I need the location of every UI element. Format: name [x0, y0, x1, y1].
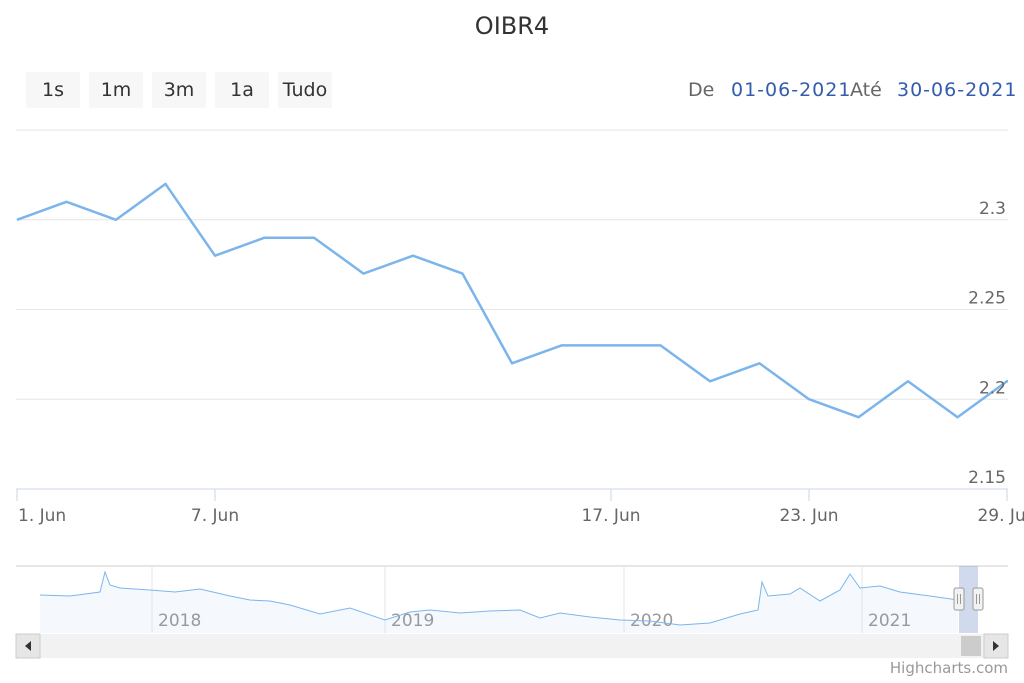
y-tick-label: 2.3: [979, 199, 1006, 219]
range-button-1m[interactable]: 1m: [89, 72, 143, 108]
range-button-1a[interactable]: 1a: [215, 72, 269, 108]
data-point[interactable]: [262, 235, 268, 241]
navigator-area: [40, 572, 958, 633]
x-tick-label: 29. Jun: [977, 506, 1024, 526]
data-point[interactable]: [509, 360, 515, 366]
data-point[interactable]: [955, 414, 961, 420]
data-point[interactable]: [14, 217, 20, 223]
arrow-left-glyph: [25, 641, 31, 651]
data-point[interactable]: [707, 378, 713, 384]
x-tick-label: 7. Jun: [191, 506, 239, 526]
data-point[interactable]: [806, 396, 812, 402]
data-point[interactable]: [163, 181, 169, 187]
navigator-year-label: 2019: [391, 611, 434, 631]
navigator-year-label: 2018: [158, 611, 201, 631]
data-point[interactable]: [905, 378, 911, 384]
navigator-series: [39, 570, 959, 626]
x-tick-label: 23. Jun: [779, 506, 838, 526]
data-point[interactable]: [212, 253, 218, 259]
y-axis: 2.15 2.2 2.25 2.3: [968, 199, 1006, 488]
data-point[interactable]: [658, 342, 664, 348]
range-button-tudo[interactable]: Tudo: [278, 72, 332, 108]
series-line[interactable]: [16, 182, 1024, 419]
data-point[interactable]: [856, 414, 862, 420]
scrollbar-track[interactable]: [16, 634, 1008, 658]
grid-lines: [16, 129, 1008, 400]
data-point[interactable]: [410, 253, 416, 259]
chart-title: OIBR4: [474, 12, 550, 40]
data-point[interactable]: [559, 342, 565, 348]
navigator-year-label: 2021: [868, 611, 911, 631]
from-date-label: De: [688, 79, 715, 101]
y-tick-label: 2.15: [968, 468, 1006, 488]
navigator-selection[interactable]: [959, 566, 978, 633]
to-date-input[interactable]: 30-06-2021: [897, 79, 1018, 101]
credits-link[interactable]: Highcharts.com: [889, 659, 1008, 677]
y-tick-label: 2.2: [979, 378, 1006, 398]
to-date-label: Até: [850, 79, 882, 101]
from-date-input[interactable]: 01-06-2021: [731, 79, 852, 101]
range-button-3m[interactable]: 3m: [152, 72, 206, 108]
x-tick-label: 1. Jun: [18, 506, 66, 526]
series-layer: [14, 181, 1024, 420]
arrow-right-glyph: [993, 641, 999, 651]
navigator-right-handle[interactable]: [972, 587, 984, 611]
data-point[interactable]: [311, 235, 317, 241]
data-point[interactable]: [113, 217, 119, 223]
data-point[interactable]: [361, 271, 367, 277]
scrollbar-thumb[interactable]: [961, 636, 981, 656]
data-point[interactable]: [608, 342, 614, 348]
scrollbar: [15, 633, 1009, 659]
data-point[interactable]: [64, 199, 70, 205]
navigator-left-handle[interactable]: [953, 587, 965, 611]
x-tick-label: 17. Jun: [581, 506, 640, 526]
y-tick-label: 2.25: [968, 289, 1006, 309]
data-point[interactable]: [757, 360, 763, 366]
range-button-1s[interactable]: 1s: [26, 72, 80, 108]
data-point[interactable]: [460, 271, 466, 277]
navigator: 2018 2019 2020 2021: [16, 565, 1008, 633]
